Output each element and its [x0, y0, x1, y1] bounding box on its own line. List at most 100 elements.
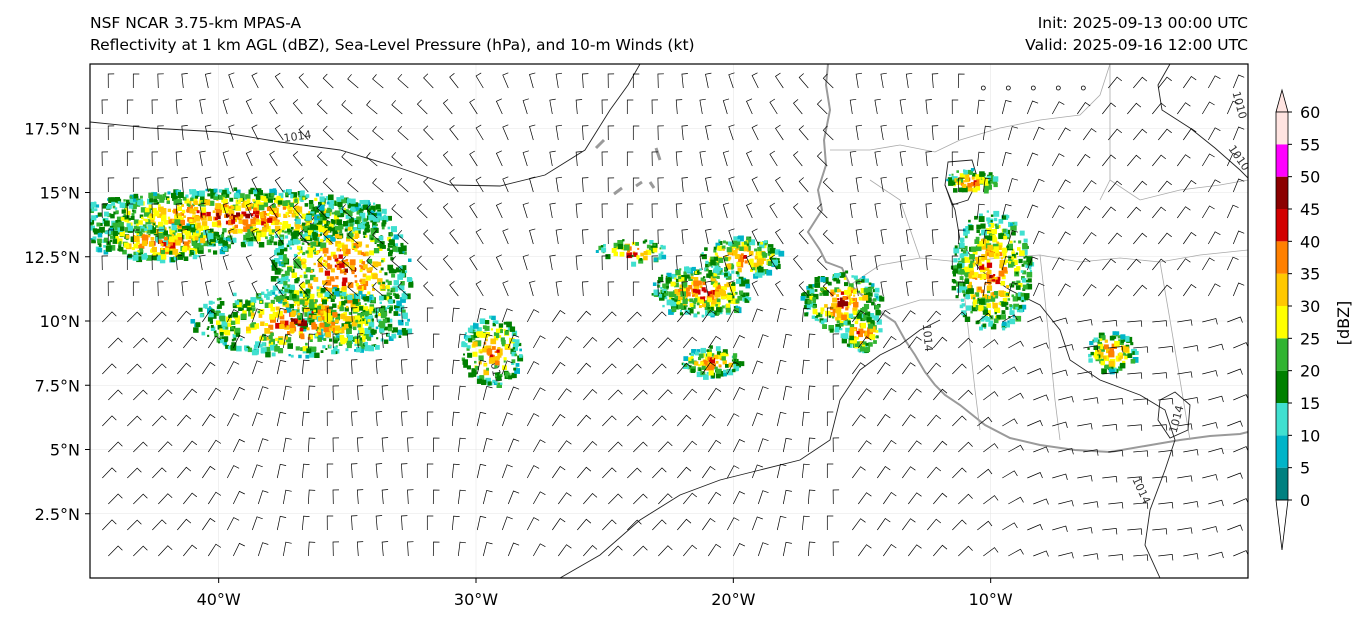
reflectivity-cell	[156, 252, 162, 258]
reflectivity-cell	[402, 312, 408, 319]
reflectivity-cell	[998, 242, 1003, 248]
wind-barb	[127, 467, 142, 479]
reflectivity-cell	[389, 307, 393, 311]
wind-barb	[1052, 369, 1068, 376]
reflectivity-cell	[345, 318, 349, 322]
reflectivity-cell	[387, 226, 391, 230]
reflectivity-cell	[194, 215, 201, 222]
reflectivity-cell	[107, 204, 112, 209]
wind-barb	[601, 99, 609, 115]
reflectivity-cell	[774, 249, 781, 255]
reflectivity-cell	[107, 213, 112, 218]
reflectivity-cell	[980, 289, 985, 294]
reflectivity-cell	[813, 293, 819, 300]
reflectivity-cell	[314, 197, 318, 201]
wind-barb	[204, 124, 212, 141]
reflectivity-cell	[962, 266, 966, 270]
reflectivity-cell	[720, 290, 725, 295]
reflectivity-cell	[209, 320, 213, 324]
reflectivity-cell	[832, 297, 838, 303]
reflectivity-cell	[135, 226, 142, 232]
reflectivity-cell	[147, 234, 151, 238]
reflectivity-cell	[693, 277, 699, 282]
reflectivity-cell	[165, 247, 170, 252]
reflectivity-cell	[709, 345, 713, 349]
reflectivity-cell	[353, 326, 357, 331]
reflectivity-cell	[320, 238, 324, 243]
reflectivity-cell	[666, 299, 673, 306]
reflectivity-cell	[1019, 230, 1025, 236]
reflectivity-cell	[117, 248, 120, 251]
reflectivity-cell	[134, 230, 138, 234]
reflectivity-cell	[466, 365, 471, 370]
reflectivity-cell	[90, 225, 95, 231]
reflectivity-cell	[180, 212, 185, 216]
reflectivity-cell	[645, 249, 652, 256]
reflectivity-cell	[301, 242, 305, 245]
reflectivity-cell	[234, 300, 240, 305]
wind-barb	[852, 466, 866, 479]
wind-barb	[326, 359, 334, 375]
reflectivity-cell	[362, 319, 365, 322]
reflectivity-cell	[659, 295, 665, 301]
wind-barb	[728, 228, 735, 245]
wind-barb	[274, 176, 284, 193]
reflectivity-cell	[232, 228, 238, 234]
reflectivity-cell	[260, 347, 267, 354]
reflectivity-cell	[370, 227, 374, 231]
reflectivity-cell	[960, 249, 964, 252]
reflectivity-cell	[283, 298, 287, 302]
reflectivity-cell	[1019, 250, 1025, 256]
reflectivity-cell	[326, 201, 330, 205]
reflectivity-cell	[195, 190, 198, 193]
reflectivity-cell	[468, 338, 473, 343]
reflectivity-cell	[339, 329, 342, 333]
reflectivity-cell	[176, 214, 183, 220]
reflectivity-cell	[112, 205, 116, 209]
reflectivity-cell	[998, 315, 1001, 319]
reflectivity-cell	[172, 193, 176, 197]
reflectivity-cell	[984, 326, 987, 329]
reflectivity-cell	[700, 347, 706, 354]
wind-barb	[608, 441, 623, 453]
reflectivity-cell	[231, 237, 237, 243]
reflectivity-cell	[683, 356, 689, 361]
reflectivity-cell	[877, 303, 880, 307]
reflectivity-cell	[358, 290, 363, 295]
reflectivity-cell	[295, 224, 300, 229]
reflectivity-cell	[686, 267, 692, 273]
wind-barb	[1026, 100, 1039, 115]
reflectivity-cell	[1118, 357, 1122, 361]
reflectivity-cell	[190, 197, 194, 201]
wind-barb	[1201, 205, 1215, 219]
wind-barb	[522, 98, 529, 115]
wind-barb	[632, 229, 640, 244]
reflectivity-cell	[735, 305, 739, 309]
reflectivity-cell	[732, 355, 736, 359]
reflectivity-cell	[690, 368, 696, 373]
reflectivity-cell	[302, 318, 305, 322]
wind-barb	[607, 73, 615, 89]
reflectivity-cell	[978, 233, 982, 236]
reflectivity-cell	[698, 353, 704, 359]
wind-barb	[1177, 206, 1191, 219]
reflectivity-cell	[835, 307, 841, 314]
reflectivity-cell	[208, 230, 212, 235]
reflectivity-cell	[381, 208, 387, 214]
reflectivity-cell	[322, 345, 326, 349]
reflectivity-cell	[217, 215, 221, 220]
reflectivity-cell	[714, 252, 718, 256]
reflectivity-cell	[998, 290, 1005, 297]
reflectivity-cell	[736, 261, 741, 267]
reflectivity-cell	[1103, 355, 1107, 360]
reflectivity-cell	[1011, 253, 1016, 258]
reflectivity-cell	[863, 291, 870, 298]
reflectivity-cell	[237, 228, 243, 234]
reflectivity-cell	[261, 231, 267, 238]
reflectivity-cell	[296, 206, 303, 213]
reflectivity-cell	[253, 237, 256, 240]
reflectivity-cell	[357, 285, 362, 290]
reflectivity-cell	[213, 243, 216, 246]
wind-barb	[1183, 232, 1197, 245]
wind-barb	[127, 363, 142, 375]
